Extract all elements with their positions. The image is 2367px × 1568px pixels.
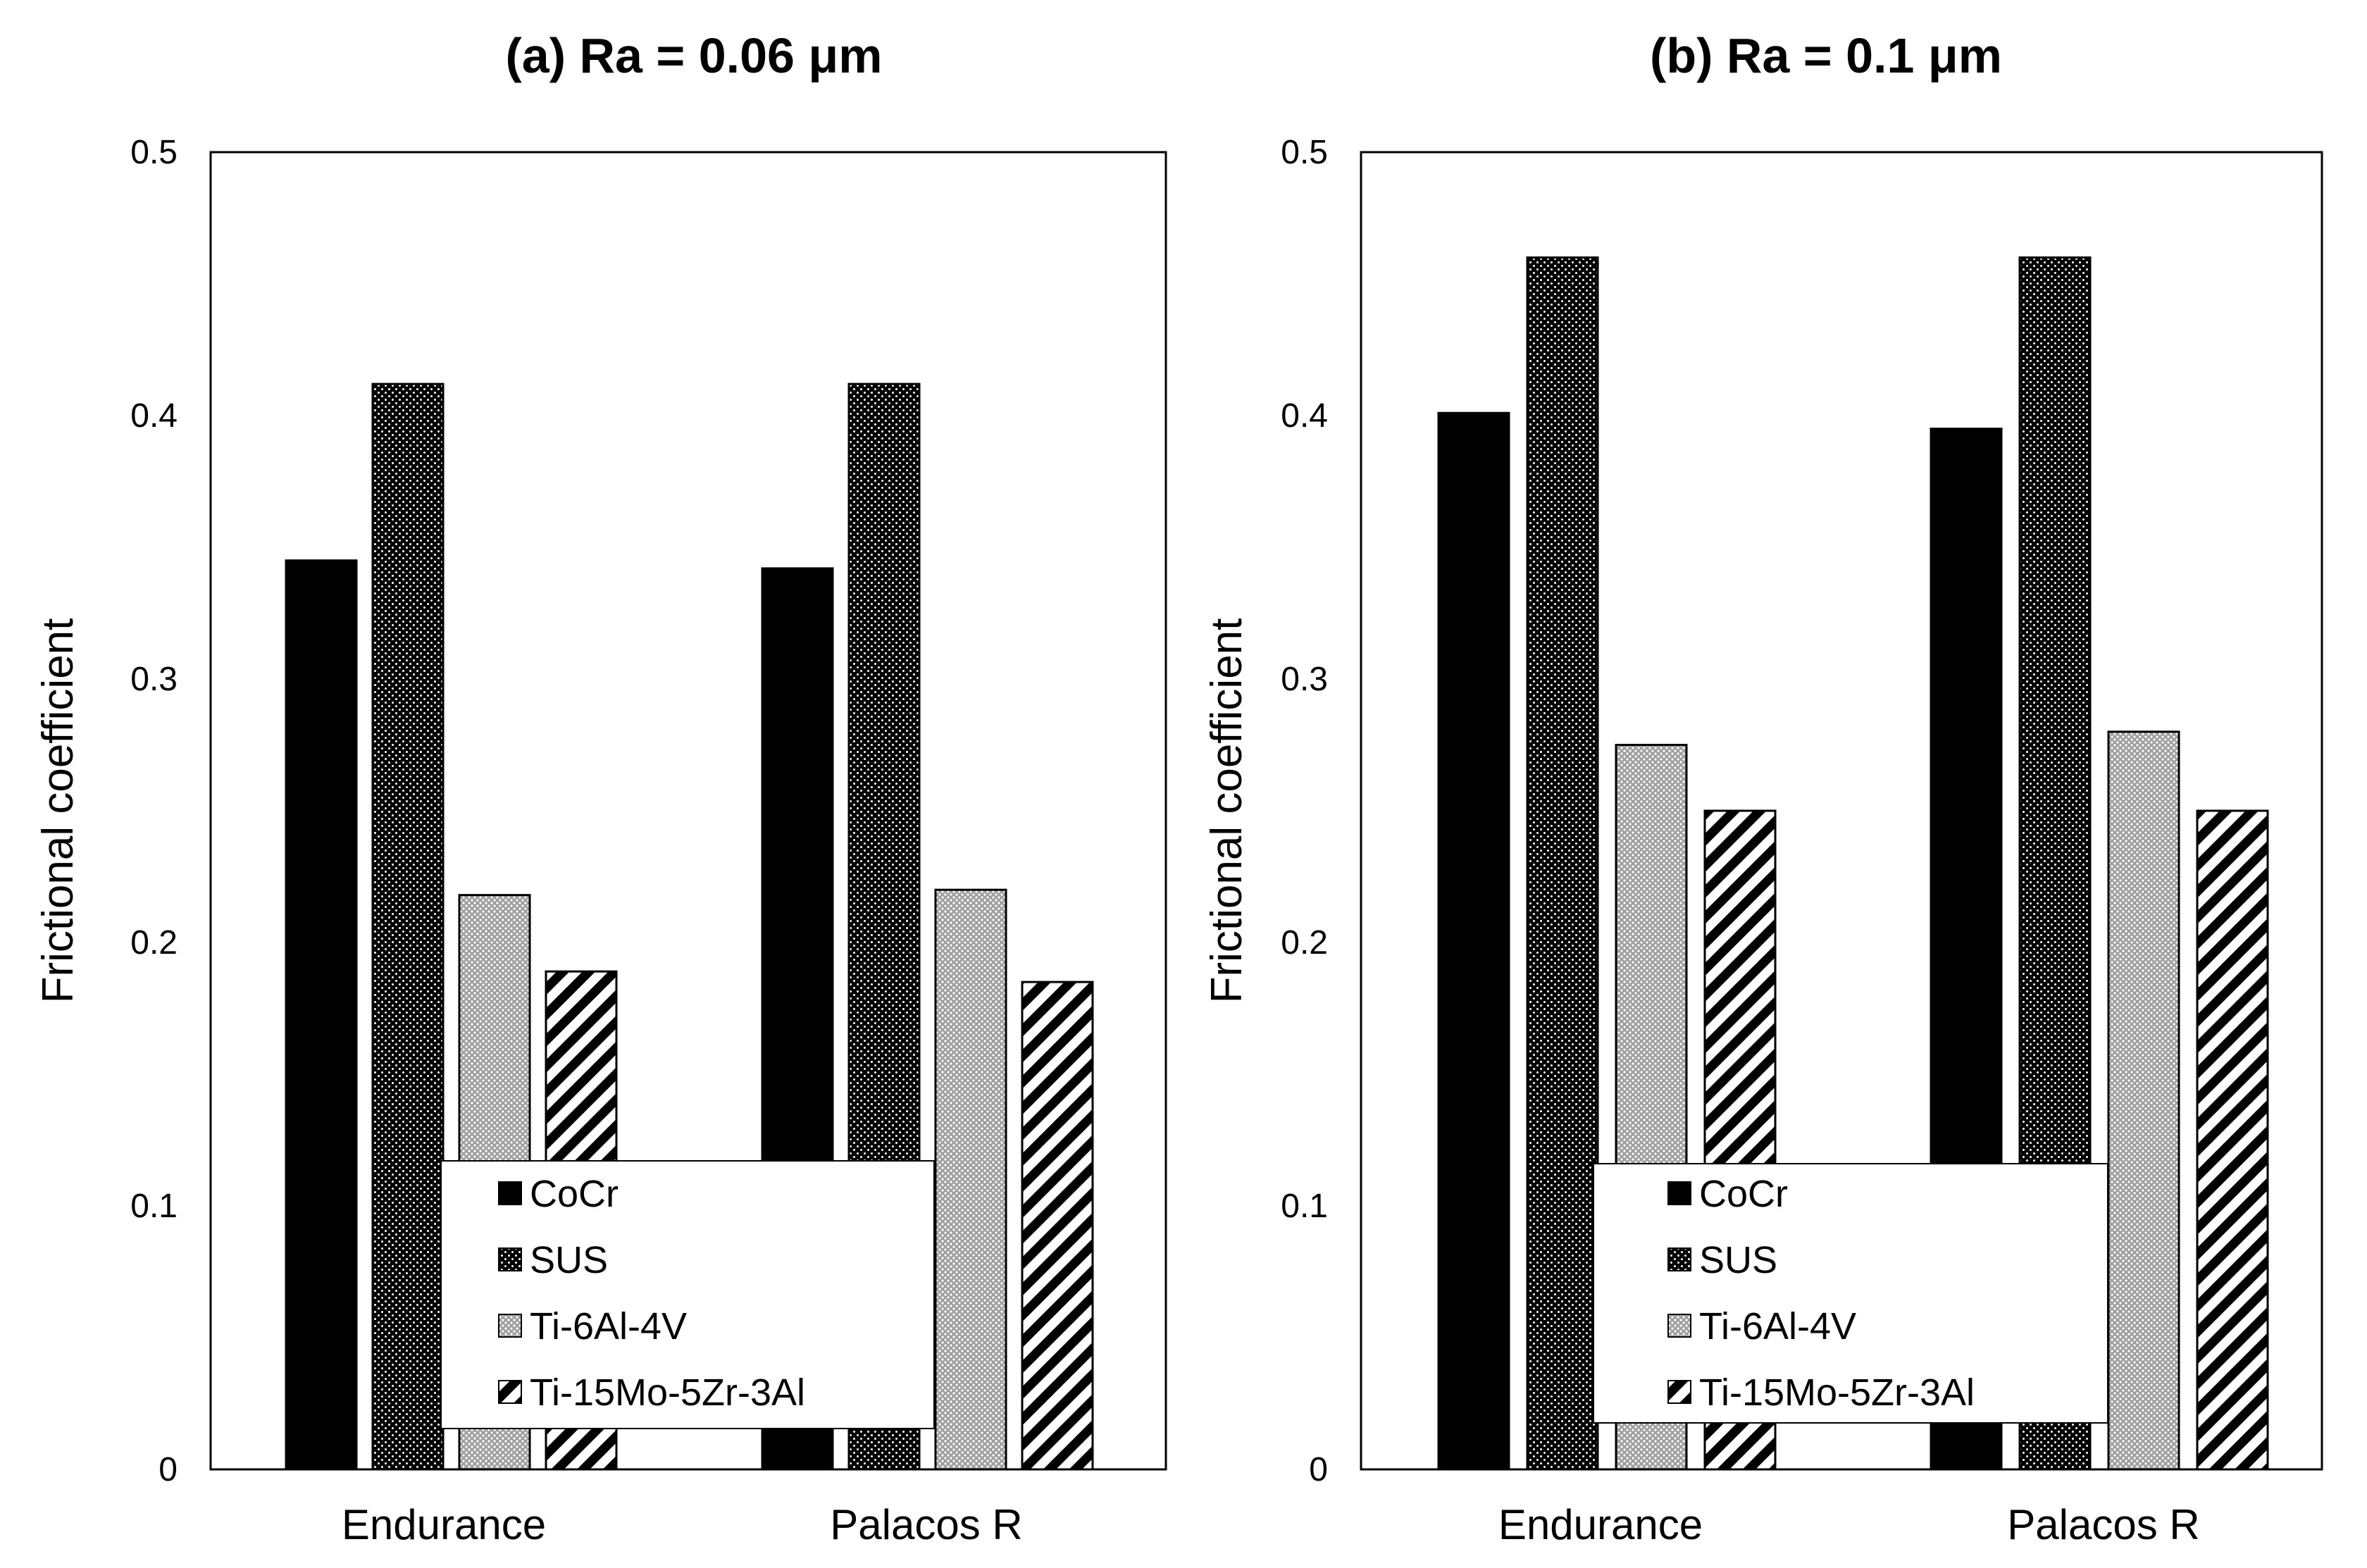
chart-title: (a) Ra = 0.06 μm <box>505 28 882 83</box>
y-tick-label: 0.2 <box>1281 924 1328 962</box>
legend-label: SUS <box>1699 1239 1777 1281</box>
chart-panel-a: (a) Ra = 0.06 μm Frictional coefficient … <box>34 28 1167 1548</box>
legend-label: Ti-6Al-4V <box>1699 1305 1856 1348</box>
y-tick-label: 0.1 <box>130 1188 178 1225</box>
y-axis-label: Frictional coefficient <box>34 618 82 1004</box>
x-category-label: Palacos R <box>830 1501 1022 1548</box>
legend-swatch <box>1667 1181 1691 1205</box>
y-axis-label: Frictional coefficient <box>1203 618 1251 1004</box>
legend-swatch <box>498 1247 522 1271</box>
legend-label: Ti-15Mo-5Zr-3Al <box>530 1371 805 1414</box>
legend-swatch <box>498 1380 522 1404</box>
x-category-label: Palacos R <box>2007 1501 2199 1548</box>
y-tick-label: 0.2 <box>130 924 178 962</box>
x-category-label: Endurance <box>1498 1501 1703 1548</box>
legend-label: SUS <box>530 1239 608 1281</box>
legend-swatch <box>1667 1314 1691 1338</box>
y-tick-label: 0.5 <box>1281 134 1328 171</box>
x-category-label: Endurance <box>342 1501 546 1548</box>
bar-sus-endurance <box>1526 256 1599 1471</box>
y-tick-label: 0.4 <box>130 397 178 435</box>
y-tick-label: 0.4 <box>1281 397 1328 435</box>
y-tick-label: 0 <box>159 1451 178 1488</box>
legend: CoCr SUS Ti-6Al-4V Ti-15Mo-5Zr-3Al <box>1593 1163 2108 1424</box>
y-tick-label: 0.3 <box>130 661 178 698</box>
legend-swatch <box>498 1314 522 1338</box>
legend-swatch <box>1667 1247 1691 1271</box>
bar-sus-endurance <box>371 382 445 1471</box>
legend-swatch <box>498 1181 522 1205</box>
y-tick-label: 0.5 <box>130 134 178 171</box>
bar-ti-6al-4v-palacos-r <box>2107 730 2180 1471</box>
bar-ti-15mo-5zr-3al-palacos-r <box>1021 981 1094 1471</box>
legend-label: CoCr <box>1699 1173 1788 1215</box>
y-tick-label: 0.3 <box>1281 661 1328 698</box>
legend-label: CoCr <box>530 1173 619 1215</box>
legend-label: Ti-6Al-4V <box>530 1305 687 1348</box>
legend: CoCr SUS Ti-6Al-4V Ti-15Mo-5Zr-3Al <box>440 1160 935 1429</box>
legend-swatch <box>1667 1380 1691 1404</box>
legend-box <box>1593 1163 2108 1424</box>
bar-cocr-endurance <box>285 559 358 1471</box>
chart-panel-b: (b) Ra = 0.1 μm Frictional coefficient 0… <box>1203 28 2323 1548</box>
y-tick-label: 0 <box>1309 1451 1328 1488</box>
bar-ti-15mo-5zr-3al-palacos-r <box>2196 809 2269 1471</box>
bar-cocr-endurance <box>1437 411 1510 1471</box>
bar-ti-6al-4v-palacos-r <box>934 888 1007 1471</box>
y-tick-label: 0.1 <box>1281 1188 1328 1225</box>
chart-title: (b) Ra = 0.1 μm <box>1650 28 2002 83</box>
legend-box <box>440 1160 935 1429</box>
legend-label: Ti-15Mo-5Zr-3Al <box>1699 1371 1975 1414</box>
